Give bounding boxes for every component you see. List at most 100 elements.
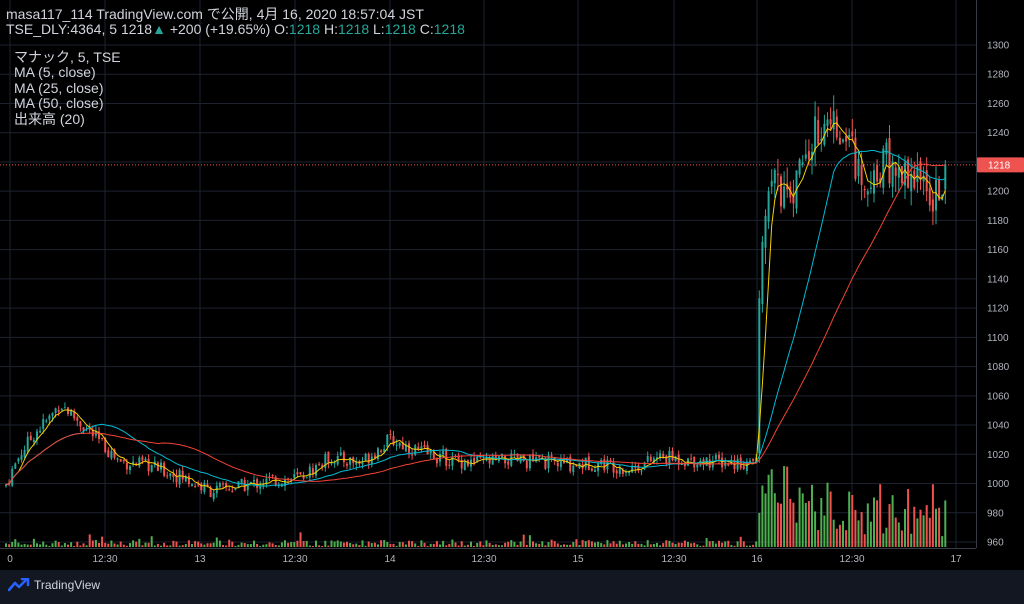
volume-bar [832, 519, 835, 547]
candle-body [178, 470, 181, 485]
legend-title[interactable]: マナック, 5, TSE [14, 49, 121, 65]
low-value: 1218 [384, 21, 416, 37]
volume-bar [39, 544, 42, 547]
candle-body [237, 481, 240, 488]
candle-body [311, 468, 314, 474]
volume-bar [820, 498, 823, 547]
candle-body [538, 455, 541, 458]
last-price-label: 1218 [988, 160, 1011, 171]
brand-label: TradingView [34, 578, 101, 592]
volume-bar [442, 540, 445, 547]
volume-bar [327, 545, 330, 547]
volume-bar [67, 544, 69, 547]
volume-bar [795, 522, 798, 547]
volume-bar [280, 542, 283, 547]
volume-bar [336, 540, 339, 547]
volume-bar [491, 544, 494, 547]
volume-bar [547, 542, 550, 547]
volume-bar [318, 545, 321, 547]
time-axis[interactable]: 0 12:30 13 12:30 14 12:30 15 12:30 16 12:30 17 [7, 554, 962, 565]
volume-bar [160, 545, 162, 547]
volume-bar [916, 518, 919, 547]
candle-body [212, 492, 215, 500]
volume-bar [621, 544, 624, 547]
price-chart[interactable]: 1300128012601240122012001180116011401120… [0, 0, 1024, 570]
volume-bar [392, 543, 395, 547]
volume-bar [473, 545, 476, 547]
time-tick-label: 17 [950, 554, 962, 565]
volume-bar [504, 542, 507, 547]
price-tick-label: 980 [987, 508, 1004, 519]
candle-body [315, 465, 317, 476]
volume-bar [590, 541, 593, 547]
candle-body [389, 433, 392, 435]
volume-bar [770, 469, 773, 547]
candle-body [773, 169, 776, 184]
candle-body [525, 460, 528, 469]
ma5-line [5, 122, 946, 491]
price-axis[interactable]: 1300128012601240122012001180116011401120… [987, 41, 1010, 549]
price-tick-label: 1240 [987, 128, 1010, 139]
candle-body [26, 436, 29, 452]
candle-body [23, 450, 26, 457]
candle-body [308, 466, 311, 478]
volume-bar [938, 507, 941, 547]
candle-body [293, 474, 296, 478]
candle-body [116, 458, 119, 460]
candle-body [637, 465, 640, 471]
volume-bar [234, 545, 237, 547]
candle-body [392, 435, 395, 446]
volume-bar [209, 543, 212, 547]
candle-body [274, 476, 277, 486]
volume-bar [935, 508, 937, 547]
candle-body [246, 484, 249, 491]
price-tick-label: 1160 [987, 245, 1009, 256]
volume-bar [869, 521, 872, 547]
volume-bar [873, 497, 875, 547]
volume-bar [532, 541, 534, 547]
candle-body [718, 454, 720, 459]
price-tick-label: 1020 [987, 450, 1010, 461]
time-tick-label: 15 [572, 554, 584, 565]
candle-body [163, 462, 166, 476]
candle-body [29, 435, 32, 440]
candle-body [615, 470, 618, 474]
tradingview-brand[interactable]: TradingView [8, 578, 100, 592]
legend-volume[interactable]: 出来高 (20) [14, 110, 85, 127]
candle-body [584, 457, 587, 468]
volume-bar [184, 544, 187, 547]
legend-ma25[interactable]: MA (25, close) [14, 79, 104, 96]
legend-ma50[interactable]: MA (50, close) [14, 95, 104, 112]
symbol-label[interactable]: TSE_DLY:4364, 5 [6, 21, 118, 37]
candle-body [408, 443, 410, 453]
volume-bar [767, 474, 770, 547]
volume-bar [683, 540, 686, 547]
volume-bar [845, 530, 848, 547]
volume-bar [888, 504, 891, 547]
volume-bar [597, 541, 600, 547]
volume-bar [364, 545, 367, 547]
volume-bar [113, 543, 116, 547]
close-value: 1218 [433, 21, 465, 37]
volume-bar [5, 543, 7, 547]
candle-body [683, 463, 686, 467]
candle-body [612, 462, 615, 473]
volume-bar [575, 539, 578, 547]
volume-bar [17, 542, 20, 547]
legend-ma5[interactable]: MA (5, close) [14, 64, 96, 81]
volume-bar [460, 541, 463, 547]
volume-bar [395, 545, 398, 547]
candle-body [141, 456, 144, 461]
volume-bar [838, 524, 841, 547]
volume-bar [144, 542, 147, 547]
candle-body [32, 439, 35, 442]
candle-body [935, 179, 937, 211]
volume-bar [293, 542, 296, 547]
volume-bar [284, 540, 286, 547]
volume-bar [321, 545, 324, 547]
volume-bar [876, 500, 879, 547]
volume-bar [26, 544, 29, 547]
last-price: 1218 [120, 21, 153, 37]
volume-bar [94, 539, 97, 547]
candle-body [739, 457, 742, 469]
